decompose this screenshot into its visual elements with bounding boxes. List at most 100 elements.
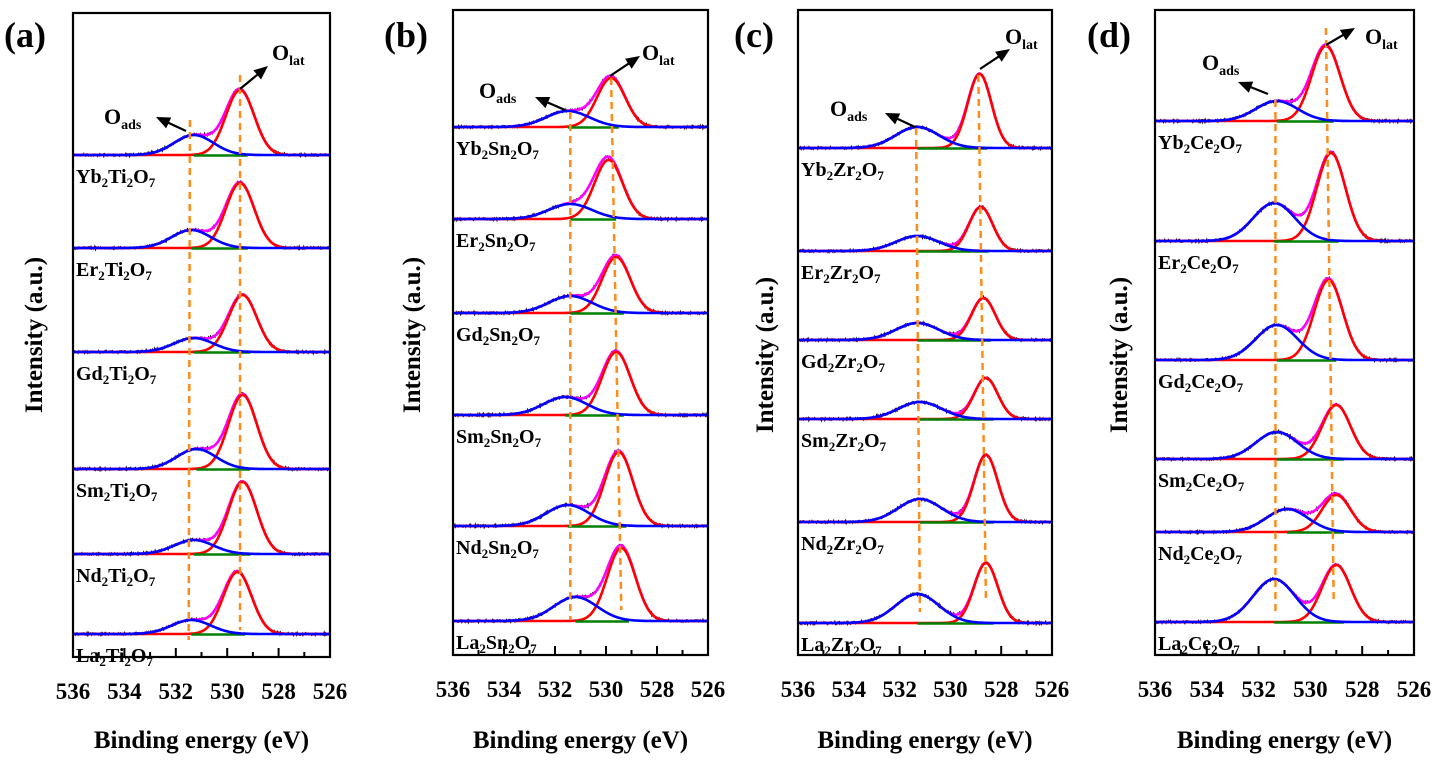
label-subscript: 2 bbox=[1213, 141, 1220, 156]
label-text: Ti bbox=[109, 363, 128, 385]
spectrum-Er2Ce2O7: Er2Ce2O7 bbox=[1154, 150, 1415, 276]
oads-fit-line bbox=[1155, 577, 1414, 624]
label-subscript: 2 bbox=[123, 268, 130, 283]
label-subscript: lat bbox=[1022, 38, 1038, 53]
x-axis-label: Binding energy (eV) bbox=[94, 727, 309, 754]
panel-label: (d) bbox=[1087, 15, 1131, 55]
panel-a: (a)Intensity (a.u.)Yb2Ti2O7Er2Ti2O7Gd2Ti… bbox=[4, 11, 347, 754]
envelope-fit-line bbox=[1155, 563, 1414, 624]
sample-label: Sm2Ce2O7 bbox=[1158, 470, 1245, 494]
oads-fit-line bbox=[1155, 99, 1414, 123]
label-subscript: 7 bbox=[532, 546, 539, 561]
envelope-fit-line bbox=[798, 296, 1052, 342]
label-text: Ti bbox=[110, 480, 129, 502]
x-axis-label: Binding energy (eV) bbox=[1177, 727, 1392, 754]
label-subscript: 2 bbox=[482, 147, 489, 162]
label-text: La bbox=[1158, 633, 1181, 655]
label-text: Sn bbox=[485, 230, 507, 252]
label-subscript: 2 bbox=[823, 271, 830, 286]
label-subscript: 2 bbox=[856, 360, 863, 375]
label-subscript: 2 bbox=[508, 641, 515, 656]
sample-label: Yb2Zr2O7 bbox=[801, 159, 884, 183]
spectrum-Sm2Ce2O7: Sm2Ce2O7 bbox=[1154, 402, 1415, 494]
raw-data-line bbox=[1154, 275, 1415, 364]
label-subscript: 2 bbox=[482, 546, 489, 561]
olat-label: Olat bbox=[1365, 24, 1398, 53]
label-subscript: 2 bbox=[510, 147, 517, 162]
spectrum-La2Sn2O7: La2Sn2O7 bbox=[452, 543, 709, 656]
sample-label: Nd2Sn2O7 bbox=[456, 537, 539, 561]
label-subscript: 2 bbox=[852, 271, 859, 286]
envelope-fit-line bbox=[73, 180, 330, 250]
label-text: Nd bbox=[1158, 543, 1184, 565]
label-subscript: 2 bbox=[127, 574, 134, 589]
label-subscript: 2 bbox=[1215, 380, 1222, 395]
olat-annotation: Olat bbox=[239, 40, 305, 90]
label-subscript: 7 bbox=[1238, 479, 1245, 494]
label-subscript: 2 bbox=[483, 333, 490, 348]
label-subscript: 2 bbox=[129, 489, 136, 504]
olat-annotation: Olat bbox=[979, 24, 1038, 70]
spectrum-Sm2Zr2O7: Sm2Zr2O7 bbox=[797, 376, 1053, 454]
label-text: Sn bbox=[489, 324, 511, 346]
label-text: O bbox=[862, 533, 878, 555]
x-tick-label: 534 bbox=[107, 679, 142, 704]
label-text: O bbox=[518, 324, 534, 346]
y-axis-label: Intensity (a.u.) bbox=[21, 257, 48, 413]
label-text: Er bbox=[456, 230, 478, 252]
sample-label: Sm2Zr2O7 bbox=[801, 430, 887, 454]
label-text: Gd bbox=[76, 363, 103, 385]
label-text: Zr bbox=[835, 430, 857, 452]
olat-guide-line bbox=[977, 74, 988, 603]
label-subscript: 2 bbox=[1184, 552, 1191, 567]
label-text: Zr bbox=[833, 533, 855, 555]
label-subscript: 2 bbox=[828, 360, 835, 375]
label-text: Ti bbox=[108, 565, 127, 587]
panel-label: (b) bbox=[384, 15, 428, 55]
raw-data-line bbox=[797, 376, 1053, 423]
oads-label: Oads bbox=[1202, 50, 1240, 79]
raw-data-line bbox=[1154, 43, 1415, 125]
envelope-fit-line bbox=[73, 392, 330, 471]
label-subscript: 7 bbox=[874, 271, 881, 286]
x-tick-label: 530 bbox=[589, 677, 624, 702]
label-subscript: 7 bbox=[529, 239, 536, 254]
label-text: O bbox=[858, 262, 874, 284]
label-text: Er bbox=[1158, 252, 1180, 274]
arrow-head-icon bbox=[995, 49, 1010, 62]
label-subscript: 7 bbox=[530, 641, 537, 656]
label-subscript: 2 bbox=[513, 435, 520, 450]
spectrum-Er2Zr2O7: Er2Zr2O7 bbox=[797, 204, 1053, 286]
label-text: Ce bbox=[1191, 371, 1214, 393]
spectrum-Nd2Sn2O7: Nd2Sn2O7 bbox=[452, 448, 709, 561]
olat-label: Olat bbox=[642, 40, 675, 69]
spectrum-Yb2Sn2O7: Yb2Sn2O7 bbox=[452, 74, 709, 162]
label-subscript: 7 bbox=[146, 654, 153, 669]
label-text: O bbox=[1202, 50, 1219, 75]
raw-data-line bbox=[1154, 562, 1415, 625]
label-subscript: 2 bbox=[511, 333, 518, 348]
oads-annotation: Oads bbox=[479, 78, 566, 112]
label-text: O bbox=[134, 363, 150, 385]
label-text: Sn bbox=[488, 138, 510, 160]
olat-fit-line bbox=[798, 296, 1052, 342]
label-subscript: 2 bbox=[855, 542, 862, 557]
olat-guide-line bbox=[609, 77, 623, 611]
sample-label: Nd2Ce2O7 bbox=[1158, 543, 1242, 567]
oads-fit-line bbox=[73, 336, 330, 354]
sample-label: Gd2Ti2O7 bbox=[76, 363, 157, 387]
label-text: O bbox=[133, 166, 149, 188]
raw-data-line bbox=[797, 453, 1053, 526]
label-subscript: 2 bbox=[127, 175, 134, 190]
label-subscript: 7 bbox=[1233, 642, 1240, 657]
oads-fit-line bbox=[453, 395, 708, 417]
oads-fit-line bbox=[453, 109, 708, 129]
label-text: Yb bbox=[1158, 132, 1184, 154]
oads-label: Oads bbox=[104, 104, 142, 133]
label-text: Er bbox=[76, 259, 98, 281]
spectrum-La2Ce2O7: La2Ce2O7 bbox=[1154, 562, 1415, 657]
y-axis-label: Intensity (a.u.) bbox=[1106, 277, 1133, 433]
x-tick-label: 532 bbox=[159, 679, 194, 704]
olat-fit-line bbox=[1155, 563, 1414, 624]
label-text: Sn bbox=[490, 426, 512, 448]
